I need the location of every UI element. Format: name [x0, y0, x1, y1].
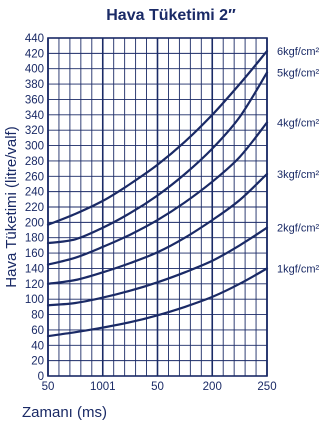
series-lines: [46, 50, 269, 338]
series-label: 1kgf/cm²: [277, 263, 320, 275]
series-line: [46, 172, 269, 285]
chart-title: Hava Tüketimi 2″: [106, 7, 236, 24]
x-tick-labels: 50 1001 50 200 250: [42, 381, 277, 393]
series-line: [46, 267, 269, 338]
y-tick-label: 160: [25, 248, 44, 260]
y-tick-label: 280: [25, 156, 44, 168]
series-label: 2kgf/cm²: [277, 223, 320, 235]
y-tick-label: 360: [25, 94, 44, 106]
y-tick-label: 220: [25, 202, 44, 214]
y-tick-label: 120: [25, 279, 44, 291]
y-tick-label: 40: [31, 340, 44, 352]
x-tick-label: 1001: [90, 381, 116, 393]
x-axis-label: Zamanı (ms): [22, 404, 107, 421]
y-tick-label: 340: [25, 110, 44, 122]
series-label: 6kgf/cm²: [277, 46, 320, 58]
series-label: 4kgf/cm²: [277, 118, 320, 130]
grid: [47, 37, 268, 377]
y-tick-label: 240: [25, 187, 44, 199]
y-axis-label: Hava Tüketimi (litre/valf): [3, 126, 20, 287]
y-tick-label: 440: [25, 33, 44, 45]
y-tick-label: 300: [25, 141, 44, 153]
series-line: [46, 50, 269, 226]
y-tick-label: 320: [25, 125, 44, 137]
x-tick-label: 50: [42, 381, 55, 393]
y-tick-label: 80: [31, 310, 44, 322]
x-tick-label: 200: [203, 381, 222, 393]
y-tick-label: 260: [25, 171, 44, 183]
y-tick-label: 380: [25, 79, 44, 91]
series-labels: 1kgf/cm² 2kgf/cm² 3kgf/cm² 4kgf/cm² 5kgf/cm²…: [277, 46, 320, 275]
x-tick-label: 250: [257, 381, 276, 393]
y-tick-labels: 0 20 40 60 80 100 120 140 160 180 200 220 240 260 280 3…: [25, 33, 44, 383]
y-tick-label: 420: [25, 48, 44, 60]
y-tick-label: 400: [25, 64, 44, 76]
y-tick-label: 0: [38, 371, 44, 383]
series-line: [46, 121, 269, 266]
series-line: [46, 226, 269, 307]
series-label: 5kgf/cm²: [277, 68, 320, 80]
series-line: [46, 71, 269, 245]
plot-frame: [47, 37, 268, 377]
x-tick-label: 50: [151, 381, 164, 393]
y-tick-label: 140: [25, 263, 44, 275]
y-tick-label: 100: [25, 294, 44, 306]
y-tick-label: 200: [25, 217, 44, 229]
y-tick-label: 180: [25, 233, 44, 245]
series-label: 3kgf/cm²: [277, 169, 320, 181]
y-tick-label: 20: [31, 356, 44, 368]
y-tick-label: 60: [31, 325, 44, 337]
